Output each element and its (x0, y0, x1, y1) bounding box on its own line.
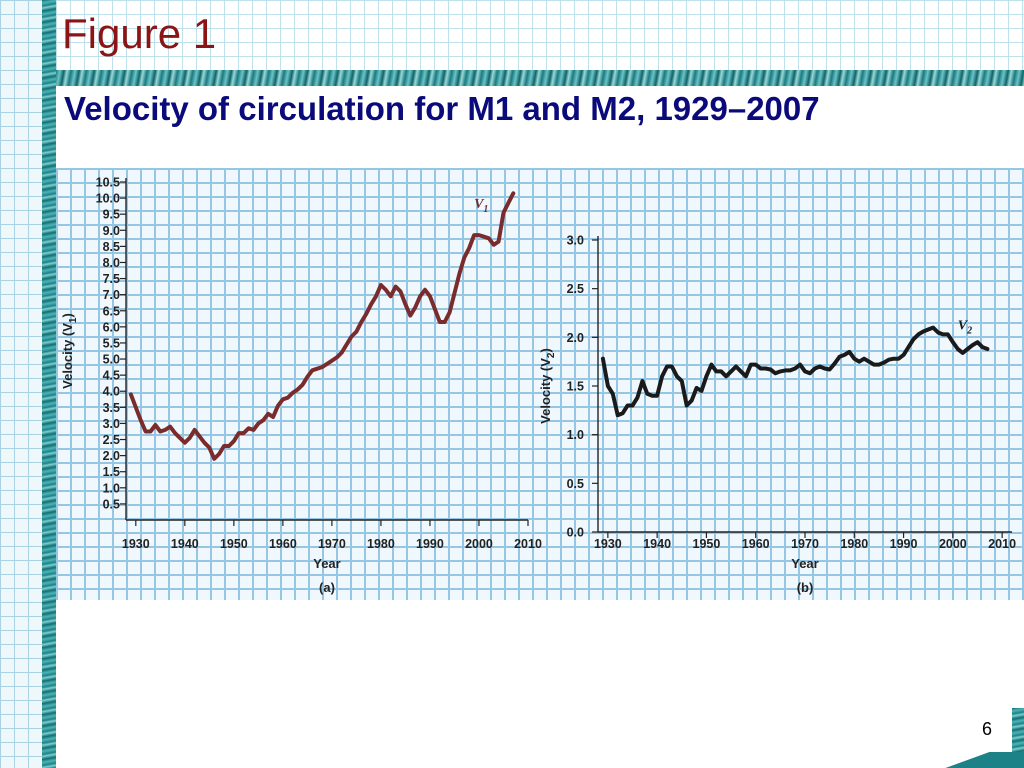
y-tick-label: 4.0 (103, 385, 120, 399)
x-tick-label: 1990 (890, 537, 918, 551)
title-band (56, 0, 1024, 82)
y-tick-label: 3.0 (567, 234, 584, 248)
y-axis-title-main: Velocity (V (538, 358, 553, 424)
y-axis-title: Velocity (V2) (538, 348, 557, 424)
y-axis-title-subscript: 2 (546, 352, 557, 358)
left-decorative-grid (0, 0, 42, 768)
x-tick-label: 1970 (318, 537, 346, 551)
y-tick-label: 9.0 (103, 224, 120, 238)
y-axis-title-close: ) (538, 348, 553, 352)
y-tick-label: 1.0 (567, 428, 584, 442)
y-axis-title: Velocity (V1) (60, 313, 79, 389)
panel-caption: (a) (319, 580, 335, 595)
x-axis-title: Year (313, 556, 340, 571)
x-tick-label: 1950 (220, 537, 248, 551)
series-line-v1 (128, 191, 516, 461)
y-tick-label: 0.5 (567, 477, 584, 491)
y-tick-label: 6.0 (103, 320, 120, 334)
left-texture-bar (42, 0, 56, 768)
series-line-v2 (600, 325, 990, 418)
series-label-letter: V (958, 319, 969, 334)
y-tick-label: 1.5 (103, 465, 120, 479)
y-tick-label: 1.5 (567, 380, 584, 394)
x-tick-label: 1940 (171, 537, 199, 551)
y-tick-label: 7.5 (103, 272, 120, 286)
x-tick-label: 1990 (416, 537, 444, 551)
corner-wedge (936, 752, 1024, 768)
y-tick-label: 0.0 (567, 526, 584, 540)
y-axis-title-subscript: 1 (68, 317, 79, 323)
series-label-subscript: 1 (483, 204, 488, 215)
x-tick-label: 2000 (939, 537, 967, 551)
chart-panel-b: 0.0 0.5 1.0 1.5 2.0 2.5 3.0 1930 1940 1950 1960 197… (538, 234, 1016, 596)
y-tick-label: 2.0 (103, 449, 120, 463)
x-tick-label: 2000 (465, 537, 493, 551)
page-title: Figure 1 (62, 10, 217, 57)
slide-number: 6 (982, 719, 993, 739)
x-tick-label: 1980 (367, 537, 395, 551)
panel-caption: (b) (797, 580, 814, 595)
x-tick-label: 1940 (643, 537, 671, 551)
y-tick-label: 3.0 (103, 417, 120, 431)
chart-panel-a: 0.5 1.0 1.5 2.0 2.5 3.0 3.5 4.0 4.5 5.0 5.5 6.0 6.5 7… (60, 176, 542, 596)
figure-grid-background (56, 168, 1024, 600)
y-tick-label: 2.0 (567, 331, 584, 345)
x-tick-label: 1960 (742, 537, 770, 551)
x-tick-label: 1930 (594, 537, 622, 551)
x-axis-title: Year (791, 556, 818, 571)
y-tick-label: 1.0 (103, 481, 120, 495)
series-label-subscript: 2 (966, 326, 972, 337)
y-tick-label: 7.0 (103, 288, 120, 302)
y-tick-label: 5.0 (103, 353, 120, 367)
y-tick-label: 2.5 (567, 282, 584, 296)
x-tick-label: 1980 (840, 537, 868, 551)
title-divider (56, 70, 1024, 86)
y-axis-title-close: ) (60, 313, 75, 317)
series-label: V1 (474, 197, 488, 215)
x-tick-label: 1930 (122, 537, 150, 551)
x-tick-label: 2010 (514, 537, 542, 551)
y-axis-title-main: Velocity (V (60, 323, 75, 389)
y-tick-label: 2.5 (103, 433, 120, 447)
y-tick-label: 3.5 (103, 401, 120, 415)
y-tick-label: 9.5 (103, 208, 120, 222)
y-tick-label: 10.5 (96, 176, 120, 190)
series-label-letter: V (474, 197, 485, 212)
y-tick-label: 6.5 (103, 304, 120, 318)
series-label: V2 (958, 319, 972, 337)
y-tick-label: 0.5 (103, 497, 120, 511)
y-tick-label: 10.0 (96, 192, 120, 206)
x-tick-label: 1960 (269, 537, 297, 551)
y-tick-label: 4.5 (103, 369, 120, 383)
x-tick-label: 2010 (988, 537, 1016, 551)
y-tick-label: 8.5 (103, 240, 120, 254)
x-tick-label: 1950 (693, 537, 721, 551)
y-tick-label: 8.0 (103, 256, 120, 270)
x-tick-label: 1970 (791, 537, 819, 551)
y-tick-label: 5.5 (103, 336, 120, 350)
slide-subtitle: Velocity of circulation for M1 and M2, 1… (64, 90, 820, 127)
